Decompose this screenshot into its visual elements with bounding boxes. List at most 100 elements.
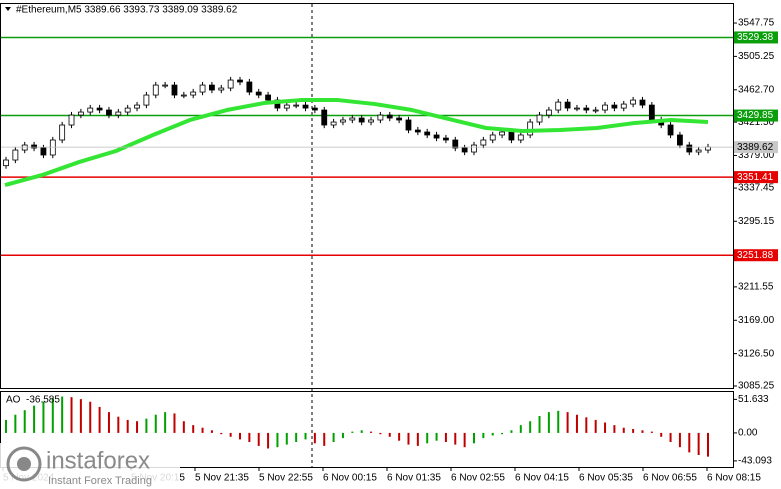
- candle-body: [152, 84, 159, 96]
- candle-body: [3, 159, 9, 167]
- candle-body: [480, 139, 487, 146]
- candle-body: [555, 101, 562, 111]
- watermark-brand: instaforex: [46, 447, 150, 474]
- level-label-box: [734, 171, 778, 184]
- candle-body: [611, 104, 618, 109]
- y-tick-label: 3295.15: [738, 216, 775, 227]
- indicator-name: AO: [6, 395, 21, 406]
- candle-body: [499, 131, 505, 136]
- candle-body: [190, 91, 197, 96]
- candle-body: [433, 134, 440, 139]
- level-label-box: [734, 31, 778, 44]
- x-tick-label: 5 Nov 22:55: [259, 473, 313, 484]
- candle-body: [695, 149, 702, 153]
- indicator-y-tick-label: 0.00: [738, 428, 758, 439]
- candle-body: [134, 104, 140, 109]
- x-tick-label: 6 Nov 06:55: [643, 473, 697, 484]
- candle-body: [237, 79, 243, 83]
- level-label: 3251.88: [737, 250, 774, 261]
- candle-body: [302, 104, 309, 109]
- candle-body: [171, 84, 178, 96]
- candle-body: [414, 129, 421, 133]
- candle-body: [686, 144, 693, 153]
- x-tick-label: 6 Nov 02:55: [451, 473, 505, 484]
- watermark-tagline: Instant Forex Trading: [48, 475, 152, 487]
- y-tick-label: 3169.00: [738, 315, 775, 326]
- y-tick-label: 3211.55: [738, 282, 774, 293]
- candle-body: [602, 104, 608, 111]
- x-tick-label: 6 Nov 00:15: [323, 473, 377, 484]
- candle-body: [21, 144, 28, 151]
- candle-body: [545, 109, 552, 116]
- candle-body: [452, 139, 459, 149]
- candle-body: [77, 111, 84, 116]
- candle-body: [246, 81, 253, 93]
- candle-body: [162, 84, 169, 87]
- candle-body: [12, 149, 19, 161]
- level-label: 3351.41: [737, 172, 774, 183]
- x-tick-label: 6 Nov 04:15: [515, 473, 569, 484]
- candle-body: [443, 137, 449, 141]
- candle-body: [508, 131, 515, 141]
- level-label: 3529.38: [737, 32, 774, 43]
- candle-body: [218, 87, 225, 91]
- candle-body: [536, 114, 543, 123]
- candle-body: [180, 94, 187, 97]
- y-tick-label: 3547.75: [738, 18, 775, 29]
- level-label-box: [734, 109, 778, 122]
- candle-body: [265, 94, 271, 101]
- candle-body: [705, 146, 711, 151]
- candle-body: [349, 117, 356, 121]
- candle-body: [68, 114, 75, 126]
- y-tick-label: 3505.25: [738, 51, 775, 62]
- menu-icon: [5, 7, 11, 11]
- y-tick-label: 3085.25: [738, 381, 775, 392]
- candle-body: [527, 121, 534, 136]
- watermark-logo-core: [17, 457, 31, 471]
- moving-average: [4, 98, 709, 187]
- candle-body: [564, 101, 571, 109]
- plot-area: [1, 36, 733, 457]
- candle-body: [677, 134, 683, 146]
- y-tick-label: 3421.50: [738, 117, 775, 128]
- candle-body: [630, 99, 637, 105]
- candle-body: [405, 119, 412, 131]
- watermark: instaforex Instant Forex Trading: [0, 443, 180, 489]
- candle-body: [255, 91, 262, 96]
- current-price-box: [734, 141, 778, 154]
- indicator-y-tick-label: -43.093: [738, 456, 772, 467]
- main-panel-frame: [0, 3, 734, 389]
- candle-body: [368, 119, 374, 123]
- candle-body: [583, 107, 590, 111]
- candle-body: [293, 104, 300, 107]
- chart-title: #Ethereum,M5 3389.66 3393.73 3389.09 338…: [16, 5, 238, 16]
- candle-body: [330, 121, 337, 126]
- candle-body: [59, 124, 66, 141]
- candle-body: [283, 104, 290, 109]
- candle-body: [648, 104, 655, 121]
- candle-body: [106, 109, 112, 116]
- candle-body: [386, 114, 393, 119]
- current-price-label: 3389.62: [737, 142, 774, 153]
- indicator-panel-frame: [0, 391, 734, 468]
- y-tick-label: 3462.70: [738, 84, 775, 95]
- candle-body: [461, 147, 468, 153]
- candle-body: [87, 107, 94, 113]
- candle-body: [311, 107, 318, 111]
- candle-body: [574, 107, 580, 110]
- candle-body: [517, 134, 524, 141]
- y-tick-label: 3337.45: [738, 183, 775, 194]
- x-tick-label: 6 Nov 05:35: [579, 473, 633, 484]
- candle-body: [199, 84, 206, 93]
- candle-body: [340, 119, 346, 123]
- candle-body: [143, 94, 150, 106]
- candle-body: [639, 99, 646, 106]
- candle-body: [592, 109, 599, 112]
- candle-body: [115, 111, 122, 116]
- candle-body: [321, 109, 328, 126]
- indicator-value: -36.585: [26, 395, 60, 406]
- watermark-logo: [6, 446, 42, 482]
- candle-body: [377, 114, 384, 121]
